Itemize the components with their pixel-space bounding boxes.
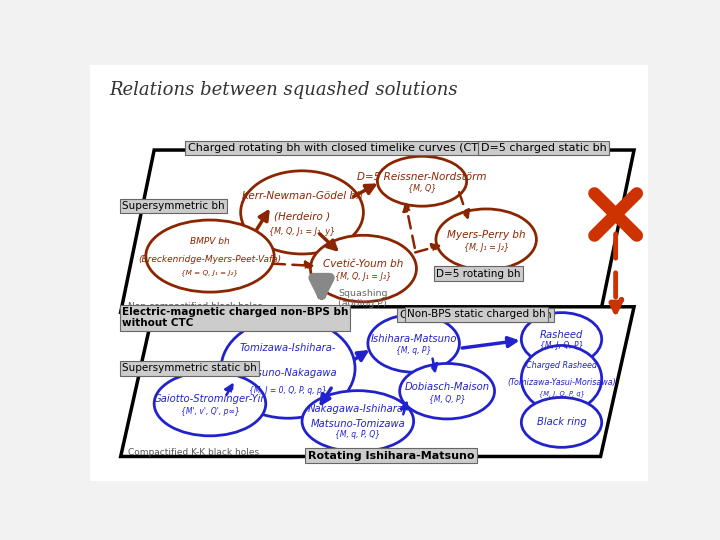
Ellipse shape bbox=[521, 313, 602, 366]
Text: {M, q, P}: {M, q, P} bbox=[396, 346, 431, 355]
Ellipse shape bbox=[221, 319, 355, 418]
Text: {M, q, P, Q}: {M, q, P, Q} bbox=[336, 430, 380, 440]
Text: D=5 rotating bh: D=5 rotating bh bbox=[436, 268, 521, 279]
Text: Myers-Perry bh: Myers-Perry bh bbox=[447, 230, 526, 240]
Text: Rasheed: Rasheed bbox=[540, 330, 583, 340]
Text: {M, J₁ = J₂}: {M, J₁ = J₂} bbox=[464, 242, 509, 252]
Text: Squashing
(adding P): Squashing (adding P) bbox=[338, 289, 388, 308]
Ellipse shape bbox=[302, 390, 413, 451]
Ellipse shape bbox=[145, 220, 274, 292]
Text: {M, J, Q, P, q}: {M, J, Q, P, q} bbox=[539, 390, 585, 397]
Text: Ishihara-Matsuno: Ishihara-Matsuno bbox=[370, 334, 457, 344]
Text: Matsuno-Nakagawa: Matsuno-Nakagawa bbox=[239, 368, 338, 379]
Text: {M, Q, J₁ = J₂, y}: {M, Q, J₁ = J₂, y} bbox=[269, 227, 335, 235]
Text: {M, Q}: {M, Q} bbox=[408, 183, 436, 192]
Text: {M, Q, P}: {M, Q, P} bbox=[429, 394, 465, 403]
Text: Charged rotating non-BPS bh: Charged rotating non-BPS bh bbox=[400, 310, 552, 320]
Ellipse shape bbox=[436, 209, 536, 270]
Polygon shape bbox=[121, 307, 634, 456]
Text: D=5 charged static bh: D=5 charged static bh bbox=[481, 143, 606, 153]
Text: {M, Q, J₁ = J₂}: {M, Q, J₁ = J₂} bbox=[336, 272, 392, 281]
Ellipse shape bbox=[400, 363, 495, 419]
Text: Cvetič-Youm bh: Cvetič-Youm bh bbox=[323, 259, 404, 268]
Text: Supersymmetric bh: Supersymmetric bh bbox=[122, 201, 225, 211]
Text: {M, J = 0, Q, P, q, p}: {M, J = 0, Q, P, q, p} bbox=[249, 386, 327, 395]
Text: Non-BPS static charged bh: Non-BPS static charged bh bbox=[407, 309, 546, 319]
Text: (Herdeiro ): (Herdeiro ) bbox=[274, 212, 330, 221]
Text: D=5 Reissner-Nordstörm: D=5 Reissner-Nordstörm bbox=[357, 172, 487, 183]
Ellipse shape bbox=[377, 156, 467, 206]
Text: Dobiasch-Maison: Dobiasch-Maison bbox=[405, 382, 490, 392]
Text: Black ring: Black ring bbox=[536, 417, 586, 427]
Text: Supersymmetric static bh: Supersymmetric static bh bbox=[122, 363, 256, 373]
Text: {M, J, Q, P}: {M, J, Q, P} bbox=[540, 341, 583, 350]
Text: Tomizawa-Ishihara-: Tomizawa-Ishihara- bbox=[240, 343, 336, 353]
Text: Relations between squashed solutions: Relations between squashed solutions bbox=[109, 82, 458, 99]
Ellipse shape bbox=[521, 346, 602, 412]
Text: Charged rotating bh with closed timelike curves (CTCs): Charged rotating bh with closed timelike… bbox=[188, 143, 495, 153]
Text: BMPV bh: BMPV bh bbox=[190, 237, 230, 246]
Polygon shape bbox=[121, 150, 634, 312]
Text: Nakagawa-Ishihara-: Nakagawa-Ishihara- bbox=[308, 404, 408, 414]
Text: {M', v', Q', p∞}: {M', v', Q', p∞} bbox=[181, 407, 239, 416]
Text: Compactified K-K black holes: Compactified K-K black holes bbox=[128, 448, 259, 457]
Text: Charged Rasheed: Charged Rasheed bbox=[526, 361, 597, 370]
FancyBboxPatch shape bbox=[86, 62, 652, 483]
Ellipse shape bbox=[368, 315, 459, 372]
Text: Kerr-Newman-Gödel bh: Kerr-Newman-Gödel bh bbox=[242, 191, 362, 201]
Text: Rotating Ishihara-Matsuno: Rotating Ishihara-Matsuno bbox=[307, 451, 474, 461]
Text: Gaiotto-Strominger-Yin: Gaiotto-Strominger-Yin bbox=[153, 394, 267, 404]
Ellipse shape bbox=[521, 397, 602, 447]
Text: (Breckenridge-Myers-Peet-Vafa): (Breckenridge-Myers-Peet-Vafa) bbox=[138, 255, 282, 264]
Text: {M = Q, J₁ = J₂}: {M = Q, J₁ = J₂} bbox=[181, 269, 238, 275]
Text: (Tomizawa-Yasui-Morisawa): (Tomizawa-Yasui-Morisawa) bbox=[507, 377, 616, 387]
Text: Non-compactified black holes: Non-compactified black holes bbox=[128, 302, 262, 311]
Ellipse shape bbox=[310, 235, 416, 302]
Ellipse shape bbox=[154, 372, 266, 436]
Text: Electric-magnetic charged non-BPS bh
without CTC: Electric-magnetic charged non-BPS bh wit… bbox=[122, 307, 348, 328]
Ellipse shape bbox=[240, 171, 364, 254]
Text: Matsuno-Tomizawa: Matsuno-Tomizawa bbox=[310, 419, 405, 429]
